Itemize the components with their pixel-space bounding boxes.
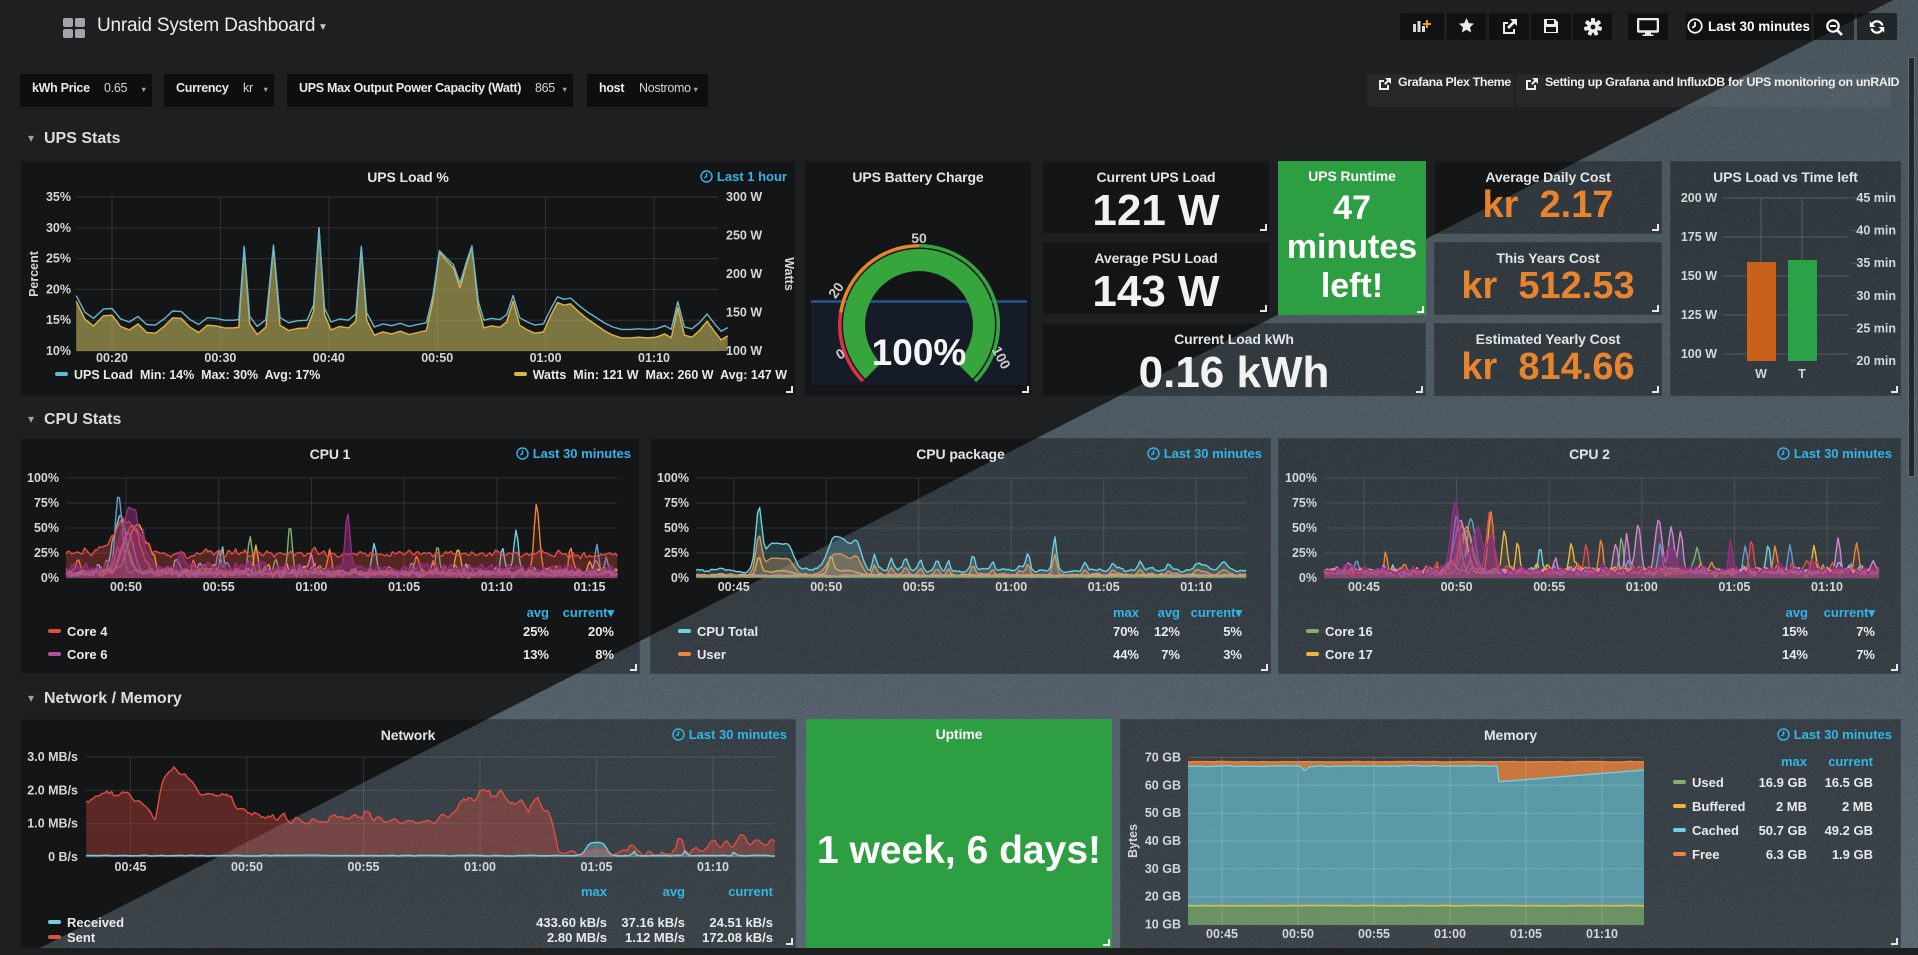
svg-text:35%: 35% — [46, 190, 71, 204]
svg-text:01:00: 01:00 — [295, 580, 327, 594]
svg-text:01:10: 01:10 — [481, 580, 513, 594]
svg-text:50: 50 — [911, 230, 927, 246]
svg-text:60 GB: 60 GB — [1145, 778, 1181, 792]
svg-text:01:05: 01:05 — [1510, 927, 1542, 941]
svg-text:01:00: 01:00 — [464, 860, 496, 874]
svg-text:01:05: 01:05 — [581, 860, 613, 874]
svg-text:50%: 50% — [1292, 521, 1317, 535]
svg-text:W: W — [1755, 367, 1767, 381]
svg-text:40 min: 40 min — [1856, 224, 1896, 238]
svg-text:00:55: 00:55 — [1358, 927, 1390, 941]
svg-text:200 W: 200 W — [1681, 191, 1717, 205]
svg-text:00:45: 00:45 — [718, 580, 750, 594]
svg-text:00:45: 00:45 — [1348, 580, 1380, 594]
svg-text:100 W: 100 W — [726, 344, 762, 358]
svg-text:0%: 0% — [1299, 571, 1317, 585]
svg-text:40 GB: 40 GB — [1145, 834, 1181, 848]
svg-text:25%: 25% — [34, 546, 59, 560]
svg-text:150 W: 150 W — [1681, 269, 1717, 283]
svg-text:00:55: 00:55 — [203, 580, 235, 594]
svg-text:75%: 75% — [664, 496, 689, 510]
svg-text:00:45: 00:45 — [115, 860, 147, 874]
svg-text:T: T — [1798, 367, 1806, 381]
svg-text:Watts: Watts — [782, 257, 796, 291]
svg-text:01:00: 01:00 — [995, 580, 1027, 594]
svg-text:Bytes: Bytes — [1126, 824, 1140, 858]
svg-text:100%: 100% — [1285, 471, 1317, 485]
svg-text:01:10: 01:10 — [638, 351, 670, 365]
svg-text:01:05: 01:05 — [1088, 580, 1120, 594]
svg-text:75%: 75% — [1292, 496, 1317, 510]
svg-text:300 W: 300 W — [726, 190, 762, 204]
svg-text:125 W: 125 W — [1681, 308, 1717, 322]
svg-text:00:55: 00:55 — [903, 580, 935, 594]
svg-text:00:50: 00:50 — [810, 580, 842, 594]
svg-text:30 GB: 30 GB — [1145, 862, 1181, 876]
svg-text:25%: 25% — [1292, 546, 1317, 560]
svg-text:10%: 10% — [46, 344, 71, 358]
svg-text:01:00: 01:00 — [1434, 927, 1466, 941]
svg-text:30 min: 30 min — [1856, 289, 1896, 303]
svg-text:30%: 30% — [46, 221, 71, 235]
svg-text:0%: 0% — [41, 571, 59, 585]
svg-text:Percent: Percent — [27, 250, 41, 297]
svg-text:175 W: 175 W — [1681, 230, 1717, 244]
svg-text:01:05: 01:05 — [388, 580, 420, 594]
svg-text:100%: 100% — [872, 332, 967, 373]
svg-text:00:20: 00:20 — [96, 351, 128, 365]
svg-text:0%: 0% — [671, 571, 689, 585]
svg-text:100%: 100% — [27, 471, 59, 485]
svg-text:2.0 MB/s: 2.0 MB/s — [27, 783, 78, 797]
svg-text:0 B/s: 0 B/s — [48, 850, 78, 864]
svg-text:20 min: 20 min — [1856, 354, 1896, 368]
svg-text:15%: 15% — [46, 313, 71, 327]
svg-text:50%: 50% — [664, 521, 689, 535]
svg-text:01:10: 01:10 — [697, 860, 729, 874]
svg-text:00:50: 00:50 — [1282, 927, 1314, 941]
svg-text:00:30: 00:30 — [204, 351, 236, 365]
svg-text:00:55: 00:55 — [348, 860, 380, 874]
svg-text:00:50: 00:50 — [1441, 580, 1473, 594]
svg-text:35 min: 35 min — [1856, 256, 1896, 270]
svg-text:00:40: 00:40 — [313, 351, 345, 365]
svg-text:20 GB: 20 GB — [1145, 890, 1181, 904]
svg-text:100%: 100% — [657, 471, 689, 485]
svg-text:00:45: 00:45 — [1206, 927, 1238, 941]
svg-text:200 W: 200 W — [726, 267, 762, 281]
svg-text:250 W: 250 W — [726, 229, 762, 243]
svg-text:01:05: 01:05 — [1718, 580, 1750, 594]
svg-text:01:10: 01:10 — [1586, 927, 1618, 941]
svg-text:75%: 75% — [34, 496, 59, 510]
svg-text:25 min: 25 min — [1856, 321, 1896, 335]
svg-text:00:50: 00:50 — [421, 351, 453, 365]
svg-text:70 GB: 70 GB — [1145, 750, 1181, 764]
svg-text:01:10: 01:10 — [1180, 580, 1212, 594]
svg-text:100 W: 100 W — [1681, 347, 1717, 361]
svg-text:150 W: 150 W — [726, 306, 762, 320]
svg-text:20%: 20% — [46, 282, 71, 296]
svg-text:01:10: 01:10 — [1811, 580, 1843, 594]
svg-text:25%: 25% — [664, 546, 689, 560]
svg-text:00:50: 00:50 — [110, 580, 142, 594]
svg-text:45 min: 45 min — [1856, 191, 1896, 205]
svg-text:3.0 MB/s: 3.0 MB/s — [27, 750, 78, 764]
svg-text:50%: 50% — [34, 521, 59, 535]
svg-text:01:00: 01:00 — [1626, 580, 1658, 594]
svg-text:01:00: 01:00 — [530, 351, 562, 365]
svg-text:00:50: 00:50 — [231, 860, 263, 874]
svg-text:50 GB: 50 GB — [1145, 806, 1181, 820]
svg-text:10 GB: 10 GB — [1145, 918, 1181, 932]
svg-text:25%: 25% — [46, 252, 71, 266]
svg-text:00:55: 00:55 — [1533, 580, 1565, 594]
svg-text:1.0 MB/s: 1.0 MB/s — [27, 817, 78, 831]
svg-text:01:15: 01:15 — [574, 580, 606, 594]
